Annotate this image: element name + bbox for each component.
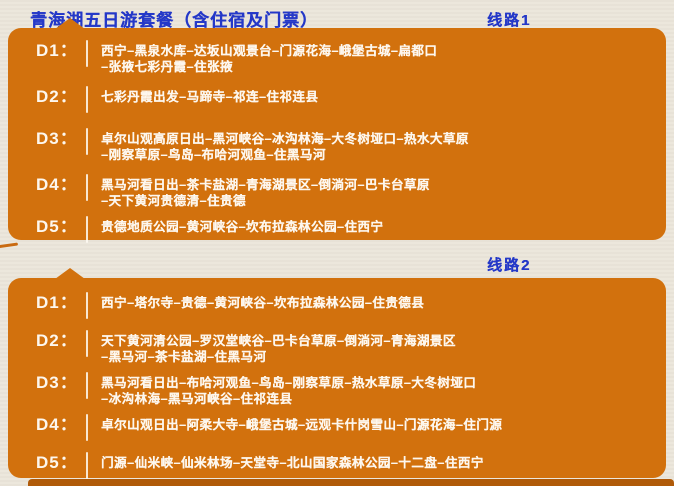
day-itinerary: 天下黄河清公园–罗汉堂峡谷–巴卡台草原–倒淌河–青海湖景区 –黑马河–茶卡盐湖–… — [101, 334, 456, 365]
day-divider — [86, 292, 88, 319]
day-itinerary: 西宁–塔尔寺–贵德–黄河峡谷–坎布拉森林公园–住贵德县 — [101, 296, 425, 310]
day-divider — [86, 330, 88, 357]
day-divider — [86, 452, 88, 479]
day-row: D2： 天下黄河清公园–罗汉堂峡谷–巴卡台草原–倒淌河–青海湖景区 –黑马河–茶… — [8, 330, 660, 366]
panel-bottom-shadow — [28, 479, 674, 486]
day-divider — [86, 128, 88, 155]
day-row: D4： 卓尔山观日出–阿柔大寺–峨堡古城–远观卡什岗雪山–门源花海–住门源 — [8, 414, 660, 441]
day-divider — [86, 372, 88, 399]
day-row: D4： 黑马河看日出–茶卡盐湖–青海湖景区–倒淌河–巴卡台草原 –天下黄河贵德清… — [8, 174, 660, 210]
day-divider — [86, 216, 88, 243]
day-itinerary: 黑马河看日出–茶卡盐湖–青海湖景区–倒淌河–巴卡台草原 –天下黄河贵德清–住贵德 — [101, 178, 430, 209]
day-label: D1： — [36, 41, 78, 60]
day-label: D5： — [36, 217, 78, 236]
day-divider — [86, 86, 88, 113]
panel-pointer-triangle — [55, 268, 85, 279]
day-row: D3： 黑马河看日出–布哈河观鱼–鸟岛–刚察草原–热水草原–大冬树垭口 –冰沟林… — [8, 372, 660, 408]
day-label: D4： — [36, 415, 78, 434]
day-itinerary: 七彩丹霞出发–马蹄寺–祁连–住祁连县 — [101, 90, 319, 104]
page-title: 青海湖五日游套餐（含住宿及门票） — [30, 11, 318, 30]
day-row: D5： 贵德地质公园–黄河峡谷–坎布拉森林公园–住西宁 — [8, 216, 660, 243]
decorative-tick — [0, 242, 19, 249]
day-row: D1： 西宁–塔尔寺–贵德–黄河峡谷–坎布拉森林公园–住贵德县 — [8, 292, 660, 319]
day-row: D3： 卓尔山观高原日出–黑河峡谷–冰沟林海–大冬树垭口–热水大草原 –刚察草原… — [8, 128, 660, 164]
day-itinerary: 黑马河看日出–布哈河观鱼–鸟岛–刚察草原–热水草原–大冬树垭口 –冰沟林海–黑马… — [101, 376, 477, 407]
day-itinerary: 门源–仙米峡–仙米林场–天堂寺–北山国家森林公园–十二盘–住西宁 — [101, 456, 484, 470]
day-label: D2： — [36, 331, 78, 350]
day-itinerary: 卓尔山观高原日出–黑河峡谷–冰沟林海–大冬树垭口–热水大草原 –刚察草原–鸟岛–… — [101, 132, 469, 163]
day-row: D1： 西宁–黑泉水库–达坂山观景台–门源花海–峨堡古城–扁都口 –张掖七彩丹霞… — [8, 40, 660, 76]
day-label: D5： — [36, 453, 78, 472]
day-label: D4： — [36, 175, 78, 194]
panel-pointer-triangle — [55, 18, 85, 29]
route-1-panel: D1： 西宁–黑泉水库–达坂山观景台–门源花海–峨堡古城–扁都口 –张掖七彩丹霞… — [8, 18, 666, 243]
day-itinerary: 西宁–黑泉水库–达坂山观景台–门源花海–峨堡古城–扁都口 –张掖七彩丹霞–住张掖 — [101, 44, 438, 75]
route-2-label: 线路2 — [487, 257, 532, 274]
day-divider — [86, 40, 88, 67]
day-itinerary: 卓尔山观日出–阿柔大寺–峨堡古城–远观卡什岗雪山–门源花海–住门源 — [101, 418, 503, 432]
day-row: D2： 七彩丹霞出发–马蹄寺–祁连–住祁连县 — [8, 86, 660, 113]
route-2-panel: D1： 西宁–塔尔寺–贵德–黄河峡谷–坎布拉森林公园–住贵德县 D2： 天下黄河… — [8, 268, 666, 479]
route-1-label: 线路1 — [487, 12, 532, 29]
day-divider — [86, 414, 88, 441]
day-label: D3： — [36, 373, 78, 392]
day-row: D5： 门源–仙米峡–仙米林场–天堂寺–北山国家森林公园–十二盘–住西宁 — [8, 452, 660, 479]
day-label: D2： — [36, 87, 78, 106]
day-divider — [86, 174, 88, 201]
day-itinerary: 贵德地质公园–黄河峡谷–坎布拉森林公园–住西宁 — [101, 220, 384, 234]
day-label: D1： — [36, 293, 78, 312]
day-label: D3： — [36, 129, 78, 148]
